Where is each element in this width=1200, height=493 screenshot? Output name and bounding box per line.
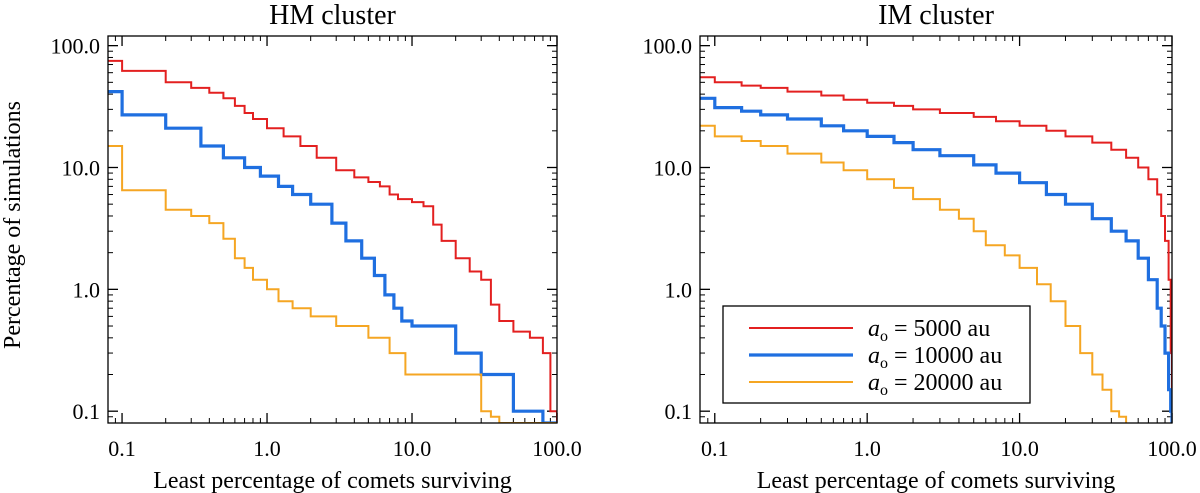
plot-frame	[699, 35, 1173, 424]
y-tick-label: 0.1	[73, 399, 101, 424]
x-tick-label: 0.1	[108, 436, 136, 461]
x-tick-label: 10.0	[393, 436, 432, 461]
series-line	[108, 145, 557, 423]
y-tick-label: 100.0	[643, 34, 693, 59]
series-line	[108, 59, 557, 423]
series-line	[108, 90, 557, 423]
x-axis-label: Least percentage of comets surviving	[757, 468, 1116, 493]
x-tick-label: 100.0	[532, 436, 582, 461]
y-tick-label: 10.0	[654, 155, 693, 180]
x-tick-label: 10.0	[1000, 436, 1039, 461]
legend-label: ao = 5000 au	[868, 316, 990, 345]
chart-panel-im: IM cluster 0.1 0.1 1.0 1.0 10.0 10.0 100.0 100.0…	[643, 0, 1197, 493]
shared-y-axis-label: Percentage of simulations	[0, 101, 26, 349]
chart-title: IM cluster	[878, 0, 995, 31]
x-tick-label: 0.1	[701, 436, 729, 461]
x-tick-label: 100.0	[1147, 436, 1197, 461]
x-axis-label: Least percentage of comets surviving	[153, 468, 512, 493]
series-group	[108, 59, 557, 423]
y-tick-label: 0.1	[665, 399, 693, 424]
y-tick-label: 1.0	[73, 277, 101, 302]
y-tick-label: 100.0	[51, 34, 101, 59]
chart-panel-hm: HM cluster 0.1 0.1 1.0 1.0 10.0 10.0 100.0 100.0…	[51, 0, 582, 493]
plot-frame	[107, 35, 558, 424]
legend-label: ao = 10000 au	[868, 343, 1002, 372]
x-tick-label: 1.0	[253, 436, 281, 461]
legend-label: ao = 20000 au	[868, 370, 1002, 399]
series-group	[700, 76, 1172, 423]
series-line	[700, 124, 1128, 423]
series-line	[700, 76, 1172, 423]
chart-title: HM cluster	[269, 0, 396, 31]
y-tick-label: 10.0	[62, 155, 101, 180]
minor-ticks	[108, 36, 557, 423]
series-line	[700, 96, 1172, 423]
x-tick-label: 1.0	[853, 436, 881, 461]
y-tick-label: 1.0	[665, 277, 693, 302]
